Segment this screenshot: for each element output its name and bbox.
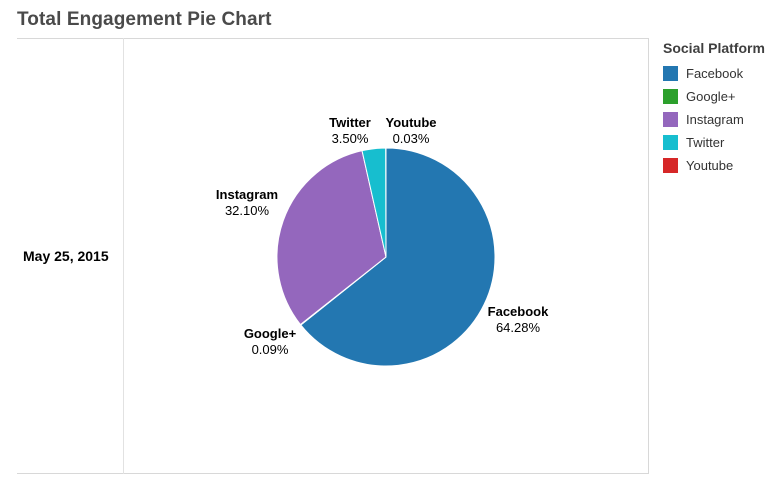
- pie-labels: Facebook 64.28% Google+ 0.09% Instagram 32.10…: [216, 115, 549, 357]
- legend-item-google-[interactable]: Google+: [663, 85, 773, 108]
- legend-swatch: [663, 89, 678, 104]
- slice-label-instagram: Instagram 32.10%: [216, 187, 278, 218]
- legend-label: Facebook: [686, 66, 744, 81]
- slice-label-value: 3.50%: [332, 131, 369, 146]
- legend-item-youtube[interactable]: Youtube: [663, 154, 773, 177]
- legend-swatch: [663, 66, 678, 81]
- slice-label-name: Twitter: [329, 115, 371, 130]
- chart-title: Total Engagement Pie Chart: [17, 9, 272, 30]
- legend-items: Facebook Google+ Instagram Twitter Youtube: [663, 62, 773, 177]
- slice-label-name: Google+: [244, 326, 297, 341]
- pie-slice-instagram[interactable]: [276, 150, 387, 326]
- slice-label-google-: Google+ 0.09%: [244, 326, 297, 357]
- row-header-date: May 25, 2015: [23, 248, 109, 264]
- pie-slice-facebook[interactable]: [300, 147, 496, 367]
- legend-label: Google+: [686, 89, 736, 104]
- slice-label-youtube: Youtube 0.03%: [385, 115, 436, 146]
- slice-label-value: 32.10%: [225, 203, 270, 218]
- slice-label-twitter: Twitter 3.50%: [329, 115, 371, 146]
- slice-label-name: Facebook: [488, 304, 549, 319]
- pie-slices: [276, 147, 496, 367]
- legend-label: Twitter: [686, 135, 725, 150]
- legend: Social Platform Facebook Google+ Instagram…: [663, 40, 773, 177]
- slice-label-value: 64.28%: [496, 320, 541, 335]
- legend-swatch: [663, 135, 678, 150]
- legend-swatch: [663, 158, 678, 173]
- legend-title: Social Platform: [663, 40, 765, 56]
- slice-label-value: 0.03%: [393, 131, 430, 146]
- chart-pane: [17, 38, 649, 474]
- slice-label-name: Instagram: [216, 187, 278, 202]
- slice-label-value: 0.09%: [252, 342, 289, 357]
- slice-label-name: Youtube: [385, 115, 436, 130]
- legend-label: Instagram: [686, 112, 744, 127]
- slice-label-facebook: Facebook 64.28%: [488, 304, 549, 335]
- row-header-divider: [123, 38, 124, 474]
- legend-item-twitter[interactable]: Twitter: [663, 131, 773, 154]
- legend-swatch: [663, 112, 678, 127]
- legend-item-instagram[interactable]: Instagram: [663, 108, 773, 131]
- legend-item-facebook[interactable]: Facebook: [663, 62, 773, 85]
- legend-label: Youtube: [686, 158, 734, 173]
